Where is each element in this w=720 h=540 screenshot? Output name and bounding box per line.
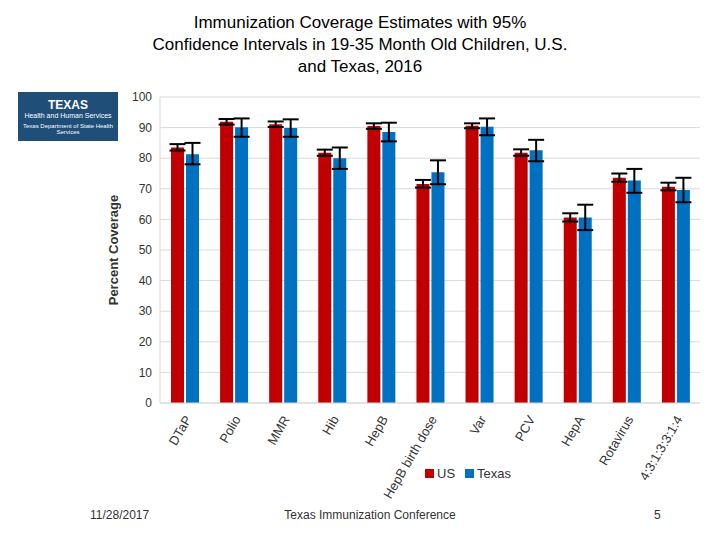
svg-text:MMR: MMR — [264, 413, 293, 447]
html-text:Health and Human Services: Health and Human Services — [24, 112, 112, 119]
html-text:11/28/2017: 11/28/2017 — [90, 508, 150, 522]
svg-text:HepB: HepB — [362, 413, 391, 449]
svg-text:70: 70 — [139, 182, 153, 196]
svg-text:4:3:1:3:3:1:4: 4:3:1:3:3:1:4 — [636, 413, 685, 483]
svg-text:DTaP: DTaP — [166, 413, 195, 448]
html-text:Immunization Coverage Estimate: Immunization Coverage Estimates with 95%… — [152, 13, 568, 76]
svg-text:HepA: HepA — [558, 413, 587, 449]
svg-text:Rotavirus: Rotavirus — [596, 413, 637, 468]
svg-text:Var: Var — [467, 412, 490, 437]
svg-text:Percent Coverage: Percent Coverage — [106, 195, 121, 306]
html-text:5: 5 — [654, 508, 661, 522]
svg-text:20: 20 — [139, 335, 153, 349]
svg-text:HepB birth dose: HepB birth dose — [380, 413, 440, 501]
svg-text:10: 10 — [139, 366, 153, 380]
svg-text:50: 50 — [139, 243, 153, 257]
svg-text:Polio: Polio — [216, 413, 243, 446]
svg-text:90: 90 — [139, 121, 153, 135]
svg-text:30: 30 — [139, 304, 153, 318]
html-text:Texas: Texas — [477, 466, 511, 481]
svg-text:PCV: PCV — [512, 413, 539, 444]
svg-text:100: 100 — [132, 90, 152, 104]
html-text:TEXAS: TEXAS — [48, 98, 88, 112]
svg-text:40: 40 — [139, 274, 153, 288]
html-text:US: US — [437, 466, 456, 481]
svg-text:80: 80 — [139, 151, 153, 165]
html-text:Texas Immunization Conference: Texas Immunization Conference — [284, 508, 456, 522]
html-text:Texas Department of State Heal: Texas Department of State Health Service… — [23, 123, 113, 135]
svg-text:60: 60 — [139, 213, 153, 227]
svg-text:Hib: Hib — [319, 413, 342, 437]
svg-text:0: 0 — [145, 396, 152, 410]
